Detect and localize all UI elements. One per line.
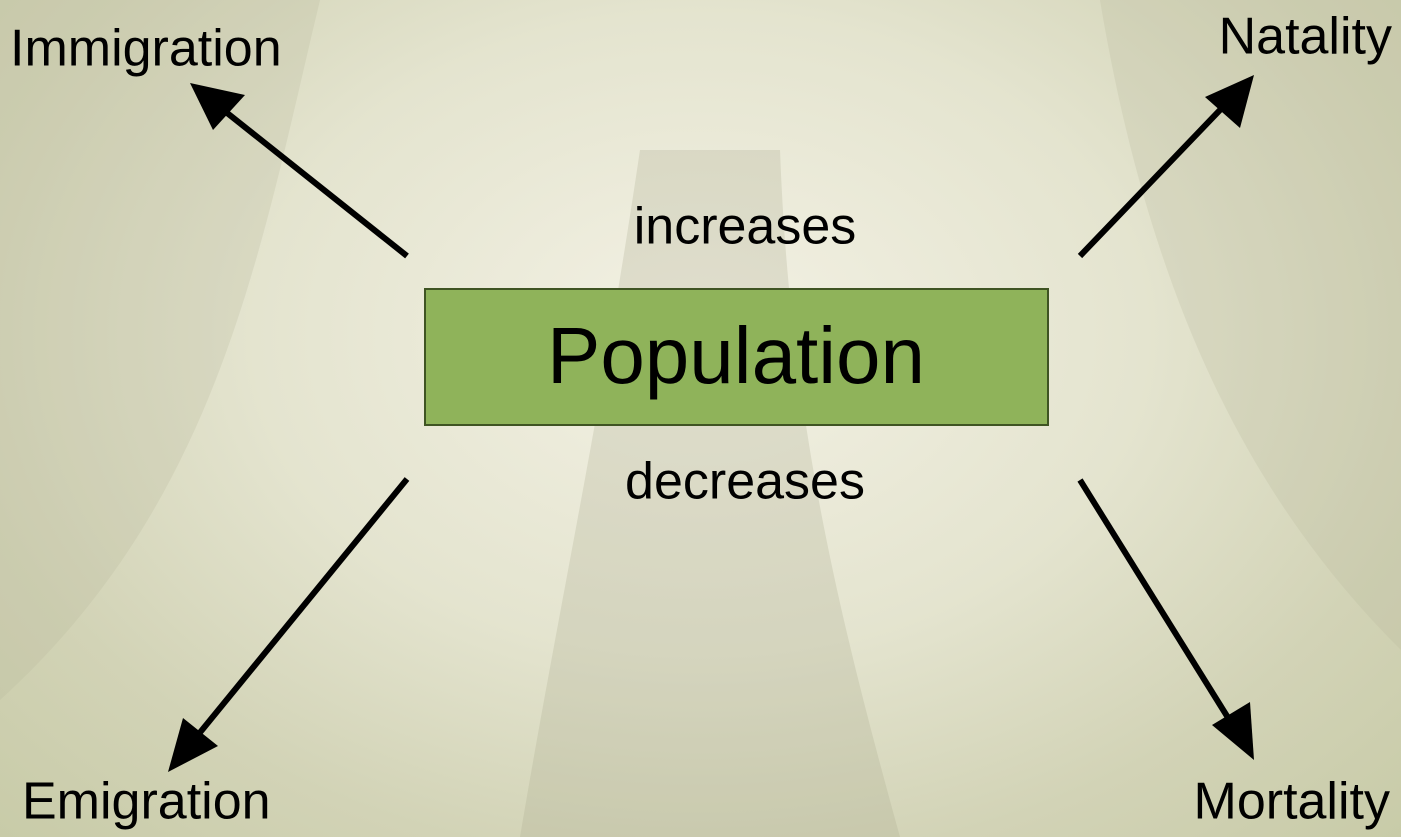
node-label: Mortality (1194, 773, 1390, 831)
arrowhead (1212, 702, 1254, 760)
increases-label: increases (634, 198, 857, 256)
node-label: Natality (1219, 8, 1392, 66)
slide: Population increases decreases Immigrati… (0, 0, 1401, 837)
diagram: Population increases decreases Immigrati… (0, 0, 1401, 837)
node-label: Emigration (22, 773, 271, 831)
decreases-label: decreases (625, 453, 865, 511)
population-label: Population (547, 311, 925, 400)
arrow (1080, 480, 1245, 745)
arrowhead (168, 718, 218, 772)
node-label: Immigration (10, 20, 282, 78)
arrow (180, 479, 407, 757)
